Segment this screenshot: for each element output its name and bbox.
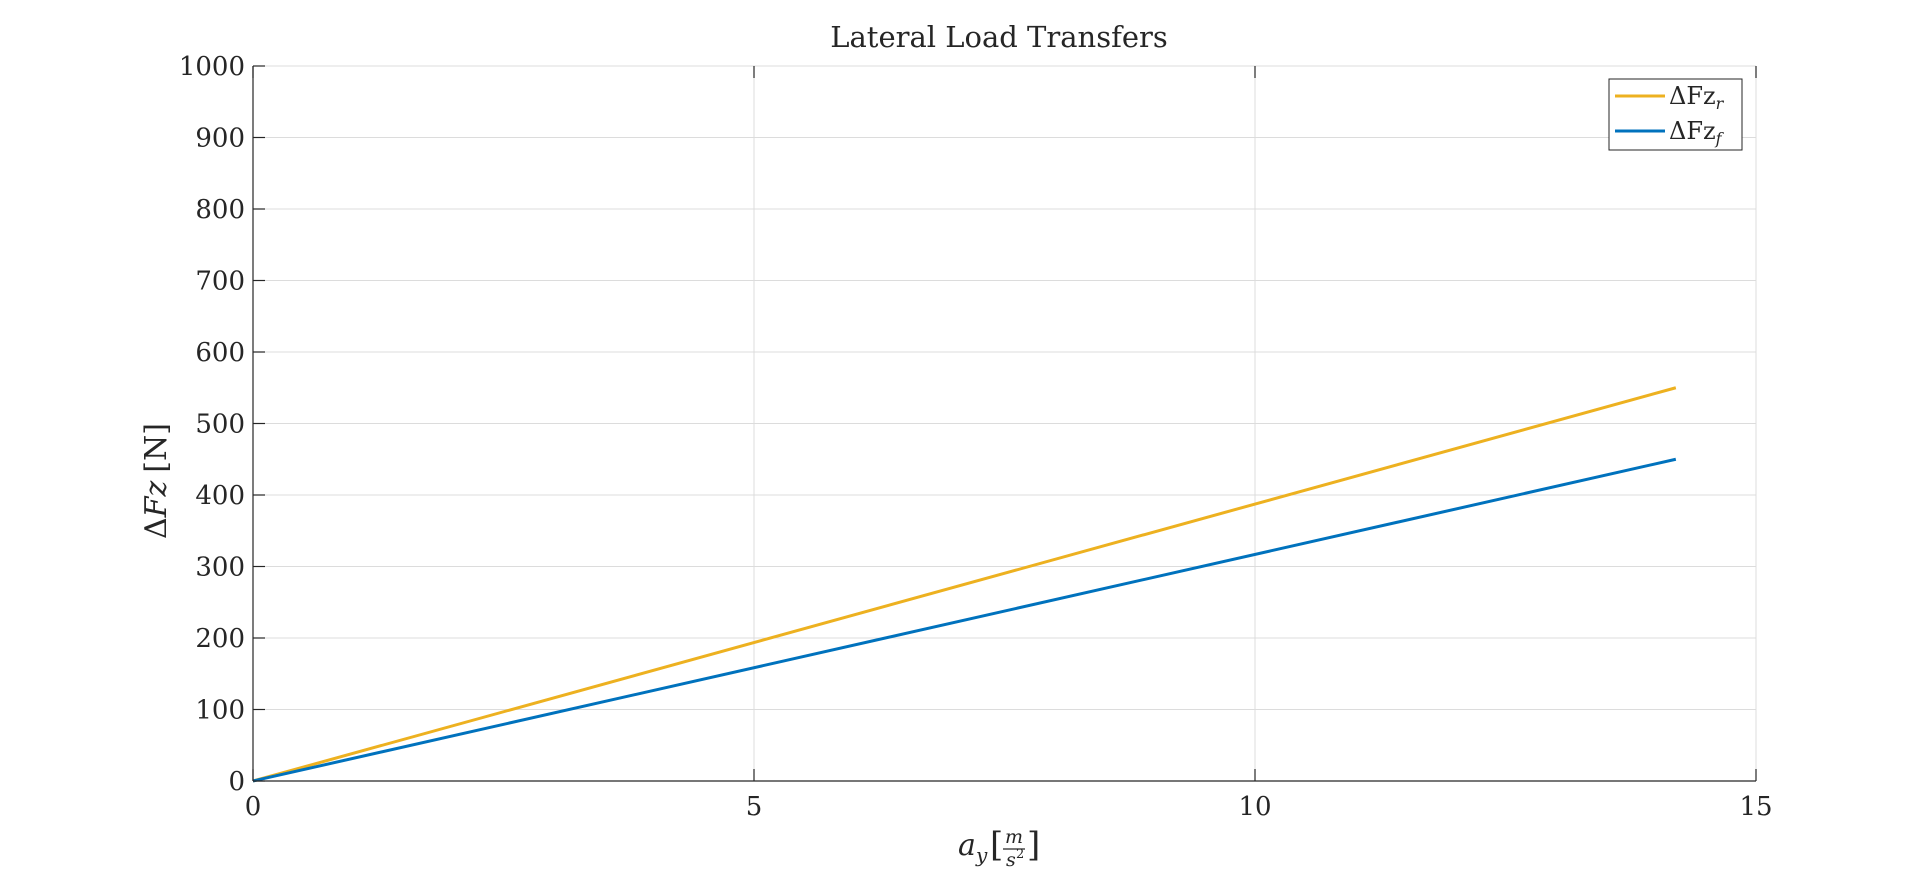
chart-title: Lateral Load Transfers bbox=[830, 20, 1168, 54]
y-axis-label-unit: [N] bbox=[139, 423, 174, 473]
y-tick-label: 900 bbox=[195, 124, 245, 154]
x-axis-label-lbracket: [ bbox=[990, 825, 1003, 865]
y-tick-label: 100 bbox=[195, 696, 245, 726]
x-axis-label: a y [ m s 2 ] bbox=[958, 825, 1040, 869]
x-axis-label-rbracket: ] bbox=[1027, 825, 1040, 865]
y-tick-label: 0 bbox=[228, 767, 245, 797]
legend-box bbox=[1608, 78, 1743, 151]
legend-label-f: ΔFzf bbox=[1669, 117, 1725, 148]
x-axis-label-unit-exp: 2 bbox=[1016, 847, 1024, 862]
series-line-r bbox=[252, 386, 1677, 783]
y-tick-label: 200 bbox=[195, 624, 245, 654]
series-line-f bbox=[252, 457, 1677, 783]
y-tick-label: 1000 bbox=[179, 52, 245, 82]
x-tick-label: 5 bbox=[746, 792, 763, 822]
legend: ΔFzr ΔFzf bbox=[1608, 78, 1743, 151]
y-tick-label: 500 bbox=[195, 410, 245, 440]
tick-labels: 0 5 10 15 0 100 200 300 400 500 600 700 800 900 1000 bbox=[179, 52, 1773, 822]
x-tick-label: 10 bbox=[1238, 792, 1271, 822]
svg-text:ΔFz[N]: ΔFz [N] bbox=[139, 423, 174, 539]
y-tick-label: 700 bbox=[195, 267, 245, 297]
y-tick-label: 400 bbox=[195, 481, 245, 511]
y-tick-label: 800 bbox=[195, 195, 245, 225]
y-axis-label: ΔFz [N] bbox=[139, 423, 174, 539]
x-tick-label: 15 bbox=[1739, 792, 1772, 822]
x-axis-label-sub: y bbox=[975, 843, 988, 867]
legend-label-r: ΔFzr bbox=[1669, 82, 1725, 113]
x-axis-label-main: a bbox=[958, 828, 976, 863]
y-axis-label-delta: Δ bbox=[139, 517, 174, 539]
x-tick-label: 0 bbox=[245, 792, 262, 822]
y-axis-label-var: Fz bbox=[139, 480, 174, 518]
x-axis-label-unit-den: s bbox=[1006, 849, 1016, 869]
x-axis-label-unit-num: m bbox=[1005, 826, 1023, 848]
y-tick-label: 600 bbox=[195, 338, 245, 368]
series-layer bbox=[252, 386, 1677, 783]
grid bbox=[252, 65, 1757, 782]
y-tick-label: 300 bbox=[195, 553, 245, 583]
axes bbox=[252, 65, 1757, 782]
